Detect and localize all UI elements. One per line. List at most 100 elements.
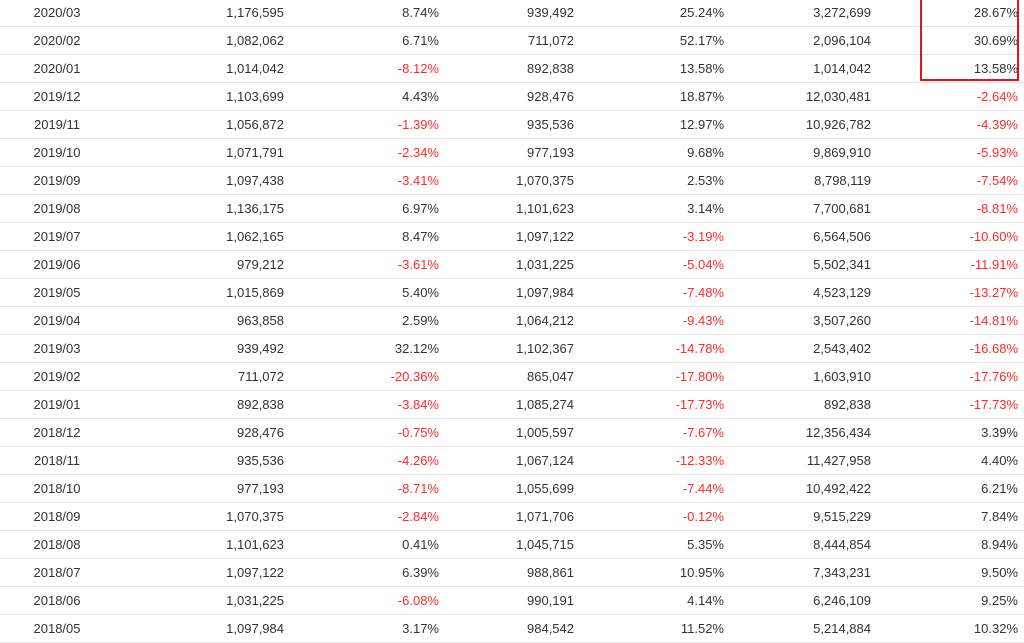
month-cell: 2019/09 <box>0 166 120 195</box>
prior-year-value-cell: 928,476 <box>445 82 580 111</box>
prior-year-value-cell: 1,031,225 <box>445 250 580 279</box>
monthly-value-cell: 1,071,791 <box>120 138 290 167</box>
cumulative-value-cell: 9,515,229 <box>730 502 877 531</box>
table-row: 2019/07 1,062,165 8.47% 1,097,122 -3.19% 6,56… <box>0 222 1024 251</box>
month-cell: 2018/12 <box>0 418 120 447</box>
table-row: 2019/05 1,015,869 5.40% 1,097,984 -7.48% 4,52… <box>0 278 1024 307</box>
yoy-change-cell: -17.73% <box>580 390 730 419</box>
table-row: 2018/05 1,097,984 3.17% 984,542 11.52% 5,214,… <box>0 614 1024 643</box>
month-cell: 2018/08 <box>0 530 120 559</box>
cumulative-value-cell: 7,343,231 <box>730 558 877 587</box>
cumulative-value-cell: 892,838 <box>730 390 877 419</box>
cumulative-change-cell: -10.60% <box>877 222 1024 251</box>
mom-change-cell: 6.97% <box>290 194 445 223</box>
month-cell: 2019/01 <box>0 390 120 419</box>
mom-change-cell: 6.71% <box>290 26 445 55</box>
month-cell: 2020/01 <box>0 54 120 83</box>
mom-change-cell: -4.26% <box>290 446 445 475</box>
yoy-change-cell: 9.68% <box>580 138 730 167</box>
cumulative-change-cell: -17.76% <box>877 362 1024 391</box>
yoy-change-cell: 3.14% <box>580 194 730 223</box>
yoy-change-cell: -3.19% <box>580 222 730 251</box>
prior-year-value-cell: 1,085,274 <box>445 390 580 419</box>
mom-change-cell: 6.39% <box>290 558 445 587</box>
mom-change-cell: -3.41% <box>290 166 445 195</box>
monthly-value-cell: 1,014,042 <box>120 54 290 83</box>
monthly-value-cell: 1,097,122 <box>120 558 290 587</box>
cumulative-change-cell: 30.69% <box>877 26 1024 55</box>
prior-year-value-cell: 1,045,715 <box>445 530 580 559</box>
monthly-value-cell: 935,536 <box>120 446 290 475</box>
cumulative-value-cell: 4,523,129 <box>730 278 877 307</box>
prior-year-value-cell: 1,097,984 <box>445 278 580 307</box>
cumulative-change-cell: 3.39% <box>877 418 1024 447</box>
prior-year-value-cell: 984,542 <box>445 614 580 643</box>
cumulative-value-cell: 6,246,109 <box>730 586 877 615</box>
cumulative-change-cell: 28.67% <box>877 0 1024 27</box>
cumulative-value-cell: 10,926,782 <box>730 110 877 139</box>
yoy-change-cell: 5.35% <box>580 530 730 559</box>
cumulative-value-cell: 10,492,422 <box>730 474 877 503</box>
cumulative-change-cell: 9.50% <box>877 558 1024 587</box>
table-row: 2019/12 1,103,699 4.43% 928,476 18.87% 12,030… <box>0 82 1024 111</box>
monthly-value-cell: 1,097,438 <box>120 166 290 195</box>
cumulative-value-cell: 5,502,341 <box>730 250 877 279</box>
cumulative-change-cell: -7.54% <box>877 166 1024 195</box>
prior-year-value-cell: 1,070,375 <box>445 166 580 195</box>
cumulative-value-cell: 12,030,481 <box>730 82 877 111</box>
cumulative-change-cell: 10.32% <box>877 614 1024 643</box>
mom-change-cell: 0.41% <box>290 530 445 559</box>
mom-change-cell: -3.84% <box>290 390 445 419</box>
mom-change-cell: 8.47% <box>290 222 445 251</box>
table-row: 2018/11 935,536 -4.26% 1,067,124 -12.33% 11,4… <box>0 446 1024 475</box>
monthly-value-cell: 1,097,984 <box>120 614 290 643</box>
monthly-value-cell: 1,056,872 <box>120 110 290 139</box>
cumulative-change-cell: 4.40% <box>877 446 1024 475</box>
yoy-change-cell: 25.24% <box>580 0 730 27</box>
monthly-value-cell: 977,193 <box>120 474 290 503</box>
monthly-value-cell: 1,101,623 <box>120 530 290 559</box>
table-row: 2018/09 1,070,375 -2.84% 1,071,706 -0.12% 9,5… <box>0 502 1024 531</box>
cumulative-value-cell: 2,096,104 <box>730 26 877 55</box>
prior-year-value-cell: 988,861 <box>445 558 580 587</box>
cumulative-change-cell: -8.81% <box>877 194 1024 223</box>
monthly-value-cell: 1,136,175 <box>120 194 290 223</box>
mom-change-cell: -1.39% <box>290 110 445 139</box>
table-row: 2020/02 1,082,062 6.71% 711,072 52.17% 2,096,… <box>0 26 1024 55</box>
prior-year-value-cell: 990,191 <box>445 586 580 615</box>
cumulative-change-cell: -2.64% <box>877 82 1024 111</box>
monthly-value-cell: 1,062,165 <box>120 222 290 251</box>
table-row: 2020/01 1,014,042 -8.12% 892,838 13.58% 1,014… <box>0 54 1024 83</box>
yoy-change-cell: 12.97% <box>580 110 730 139</box>
yoy-change-cell: 11.52% <box>580 614 730 643</box>
mom-change-cell: 4.43% <box>290 82 445 111</box>
prior-year-value-cell: 939,492 <box>445 0 580 27</box>
cumulative-change-cell: -13.27% <box>877 278 1024 307</box>
cumulative-value-cell: 3,272,699 <box>730 0 877 27</box>
table-row: 2018/07 1,097,122 6.39% 988,861 10.95% 7,343,… <box>0 558 1024 587</box>
table-row: 2019/10 1,071,791 -2.34% 977,193 9.68% 9,869,… <box>0 138 1024 167</box>
cumulative-change-cell: 9.25% <box>877 586 1024 615</box>
cumulative-change-cell: -14.81% <box>877 306 1024 335</box>
month-cell: 2020/02 <box>0 26 120 55</box>
mom-change-cell: -0.75% <box>290 418 445 447</box>
yoy-change-cell: -5.04% <box>580 250 730 279</box>
mom-change-cell: 5.40% <box>290 278 445 307</box>
prior-year-value-cell: 1,005,597 <box>445 418 580 447</box>
month-cell: 2019/10 <box>0 138 120 167</box>
yoy-change-cell: -7.44% <box>580 474 730 503</box>
prior-year-value-cell: 892,838 <box>445 54 580 83</box>
cumulative-value-cell: 1,014,042 <box>730 54 877 83</box>
month-cell: 2019/12 <box>0 82 120 111</box>
monthly-value-cell: 1,103,699 <box>120 82 290 111</box>
cumulative-change-cell: 8.94% <box>877 530 1024 559</box>
mom-change-cell: 2.59% <box>290 306 445 335</box>
cumulative-value-cell: 8,798,119 <box>730 166 877 195</box>
table-row: 2019/04 963,858 2.59% 1,064,212 -9.43% 3,507,… <box>0 306 1024 335</box>
monthly-value-cell: 1,070,375 <box>120 502 290 531</box>
table-row: 2019/02 711,072 -20.36% 865,047 -17.80% 1,603… <box>0 362 1024 391</box>
yoy-change-cell: 2.53% <box>580 166 730 195</box>
monthly-value-cell: 892,838 <box>120 390 290 419</box>
table-row: 2018/08 1,101,623 0.41% 1,045,715 5.35% 8,444… <box>0 530 1024 559</box>
